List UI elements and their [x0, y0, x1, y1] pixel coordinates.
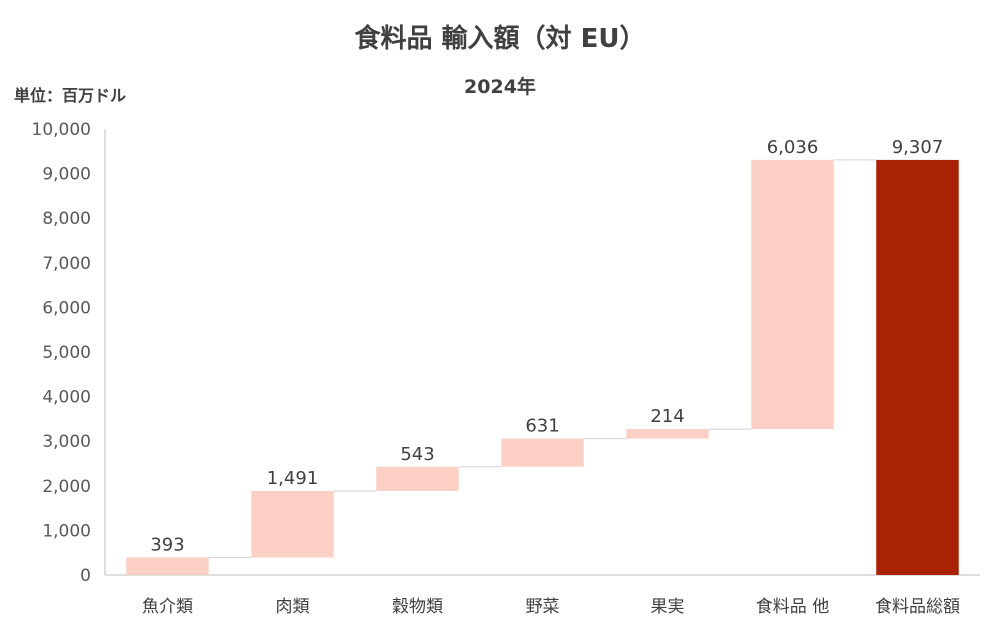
y-tick-label: 4,000	[42, 388, 91, 408]
data-label: 6,036	[767, 137, 819, 158]
increase-bar	[751, 159, 834, 430]
y-tick-label: 7,000	[42, 254, 91, 274]
chart-subtitle: 2024年	[464, 76, 536, 98]
increase-bar	[626, 429, 709, 439]
data-label: 631	[525, 416, 559, 437]
y-tick-label: 6,000	[42, 298, 91, 318]
category-label: 魚介類	[142, 597, 193, 617]
y-tick-label: 0	[80, 566, 91, 586]
increase-bar	[251, 490, 334, 558]
category-label: 肉類	[276, 597, 310, 617]
increase-bar	[376, 466, 459, 491]
y-tick-label: 1,000	[42, 521, 91, 541]
data-label: 9,307	[892, 137, 944, 158]
category-label: 食料品 他	[756, 597, 829, 617]
increase-bar	[126, 557, 209, 575]
y-tick-label: 5,000	[42, 343, 91, 363]
y-tick-label: 3,000	[42, 432, 91, 452]
y-tick-label: 10,000	[32, 120, 91, 140]
increase-bar	[501, 438, 584, 467]
unit-label: 単位：百万ドル	[14, 86, 127, 105]
chart-title: 食料品 輸入額（対 EU）	[354, 24, 646, 54]
data-label: 1,491	[267, 468, 319, 489]
data-label: 543	[400, 444, 434, 465]
y-tick-label: 8,000	[42, 209, 91, 229]
category-label: 果実	[651, 597, 685, 617]
y-tick-label: 2,000	[42, 477, 91, 497]
category-label: 穀物類	[392, 597, 443, 617]
category-label: 野菜	[526, 597, 560, 617]
category-label: 食料品総額	[875, 597, 960, 617]
data-label: 214	[650, 406, 684, 427]
total-bar	[876, 159, 959, 575]
y-tick-label: 9,000	[42, 165, 91, 185]
data-label: 393	[150, 534, 184, 555]
